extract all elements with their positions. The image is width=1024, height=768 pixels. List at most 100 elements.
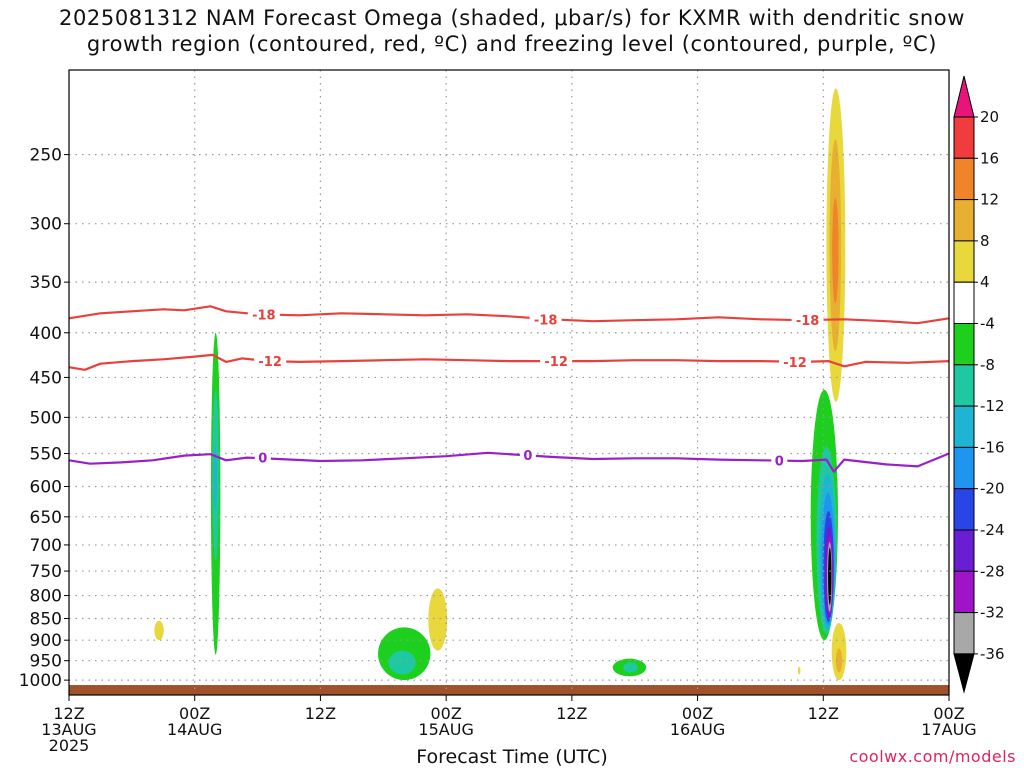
colorbar-bin-7 <box>953 405 975 448</box>
x-tick-label-60-0: 00Z <box>682 704 713 723</box>
colorbar-label-4: 4 <box>980 273 990 291</box>
contour-label-0-2: -18 <box>796 314 820 329</box>
y-tick-label-650: 650 <box>30 508 62 528</box>
colorbar-label-6: -8 <box>980 356 995 374</box>
x-axis-title: Forecast Time (UTC) <box>416 746 608 768</box>
contour-label-bg-1-0 <box>254 353 287 370</box>
x-tick-label-24-0: 12Z <box>305 704 336 723</box>
contour-label-bg-2-2 <box>771 452 788 469</box>
chart-title-line-1: 2025081312 NAM Forecast Omega (shaded, μ… <box>58 6 966 30</box>
colorbar-label-1: 16 <box>980 149 999 167</box>
contour-line-1 <box>68 353 950 371</box>
x-tick-label-84-1: 17AUG <box>921 720 976 739</box>
colorbar-bin-1 <box>953 157 975 201</box>
colorbar-label-13: -36 <box>980 645 1005 663</box>
contour-line-2 <box>68 451 950 473</box>
colorbar-label-12: -32 <box>980 604 1005 622</box>
y-tick-label-250: 250 <box>30 146 62 166</box>
x-tick-label-12-1: 14AUG <box>167 720 222 739</box>
x-tick-label-36-1: 15AUG <box>418 720 473 739</box>
colorbar-bin-10 <box>953 529 975 572</box>
contour-label-bg-2-1 <box>519 446 536 463</box>
y-tick-label-600: 600 <box>30 477 62 497</box>
x-tick-label-84-0: 00Z <box>933 704 964 723</box>
x-tick-label-36-0: 00Z <box>430 704 461 723</box>
colorbar-label-10: -24 <box>980 521 1005 539</box>
y-tick-label-700: 700 <box>30 536 62 556</box>
colorbar-label-7: -12 <box>980 397 1005 415</box>
colorbar-bin-9 <box>953 488 975 531</box>
y-tick-label-800: 800 <box>30 587 62 607</box>
ground-surface-layer <box>69 685 949 695</box>
x-tick-label-0-2: 2025 <box>49 736 90 755</box>
colorbar-label-5: -4 <box>980 315 995 333</box>
grid-layer <box>69 70 949 695</box>
contour-label-bg-2-0 <box>254 449 271 466</box>
site-credit: coolwx.com/models <box>849 747 1016 766</box>
y-tick-label-900: 900 <box>30 631 62 651</box>
colorbar-bin-0 <box>953 116 975 159</box>
contour-label-2-1: 0 <box>523 449 532 464</box>
colorbar-label-8: -16 <box>980 438 1005 456</box>
y-tick-label-950: 950 <box>30 652 62 672</box>
omega-shaded-region-2 <box>213 446 218 511</box>
contour-label-1-0: -12 <box>258 355 282 370</box>
x-tick-label-12-0: 00Z <box>179 704 210 723</box>
x-tick-label-72-0: 12Z <box>808 704 839 723</box>
colorbar-label-9: -20 <box>980 480 1005 498</box>
omega-shaded-region-14 <box>797 666 801 675</box>
y-tick-label-1000: 1000 <box>19 671 62 691</box>
y-tick-label-300: 300 <box>30 215 62 235</box>
contour-label-bg-0-2 <box>791 312 824 329</box>
contour-label-2-0: 0 <box>258 452 267 467</box>
colorbar-label-11: -28 <box>980 562 1005 580</box>
y-tick-label-550: 550 <box>30 444 62 464</box>
omega-shaded-region-5 <box>388 650 416 675</box>
chart-title-line-2: growth region (contoured, red, ºC) and f… <box>86 32 938 56</box>
x-tick-label-60-1: 16AUG <box>670 720 725 739</box>
y-tick-label-350: 350 <box>30 273 62 293</box>
y-axis: 2503003504004505005506006507007508008509… <box>19 146 69 691</box>
contour-layer: -18 -18 -18 -12 -12 -12 0 0 0 <box>68 305 950 473</box>
contour-label-bg-0-1 <box>529 311 562 328</box>
contour-label-bg-1-2 <box>779 353 811 370</box>
contour-label-0-0: -18 <box>252 308 276 323</box>
omega-shaded-region-6 <box>428 588 448 651</box>
colorbar-bin-2 <box>953 199 975 242</box>
colorbar-bin-5 <box>953 323 975 366</box>
omega-shading-layer <box>154 88 847 681</box>
contour-label-0-1: -18 <box>534 313 558 328</box>
y-tick-label-500: 500 <box>30 408 62 428</box>
x-tick-label-0-1: 13AUG <box>41 720 96 739</box>
x-tick-label-0-0: 12Z <box>53 704 84 723</box>
colorbar-bin-6 <box>953 364 975 407</box>
omega-shaded-region-8 <box>623 662 638 673</box>
colorbar-label-2: 12 <box>980 191 999 209</box>
x-tick-label-48-0: 12Z <box>556 704 587 723</box>
colorbar-bin-12 <box>953 612 975 655</box>
omega-shaded-region-11 <box>832 197 839 304</box>
colorbar-bin-4 <box>953 281 975 325</box>
y-tick-label-450: 450 <box>30 368 62 388</box>
colorbar-bin-8 <box>953 446 975 490</box>
colorbar-label-3: 8 <box>980 232 990 250</box>
omega-shaded-region-3 <box>154 620 164 641</box>
colorbar: 20 16 12 8 4 -4 -8 -12 -16 -20 -24 -28 -32 -36 <box>953 75 1005 694</box>
contour-label-2-2: 0 <box>775 454 784 469</box>
ground-surface <box>69 685 949 695</box>
colorbar-bottom-arrow <box>953 653 975 694</box>
contour-label-1-1: -12 <box>544 355 568 370</box>
y-tick-label-750: 750 <box>30 562 62 582</box>
contour-label-bg-0-0 <box>247 306 280 323</box>
contour-label-1-2: -12 <box>783 356 807 371</box>
colorbar-top-arrow <box>953 75 975 118</box>
omega-shaded-region-23 <box>828 547 832 605</box>
y-tick-label-850: 850 <box>30 610 62 630</box>
plot-frame <box>68 69 950 696</box>
colorbar-bin-3 <box>953 240 975 283</box>
colorbar-bin-11 <box>953 570 975 614</box>
contour-label-bg-1-1 <box>540 353 573 370</box>
omega-shaded-region-13 <box>835 648 843 673</box>
